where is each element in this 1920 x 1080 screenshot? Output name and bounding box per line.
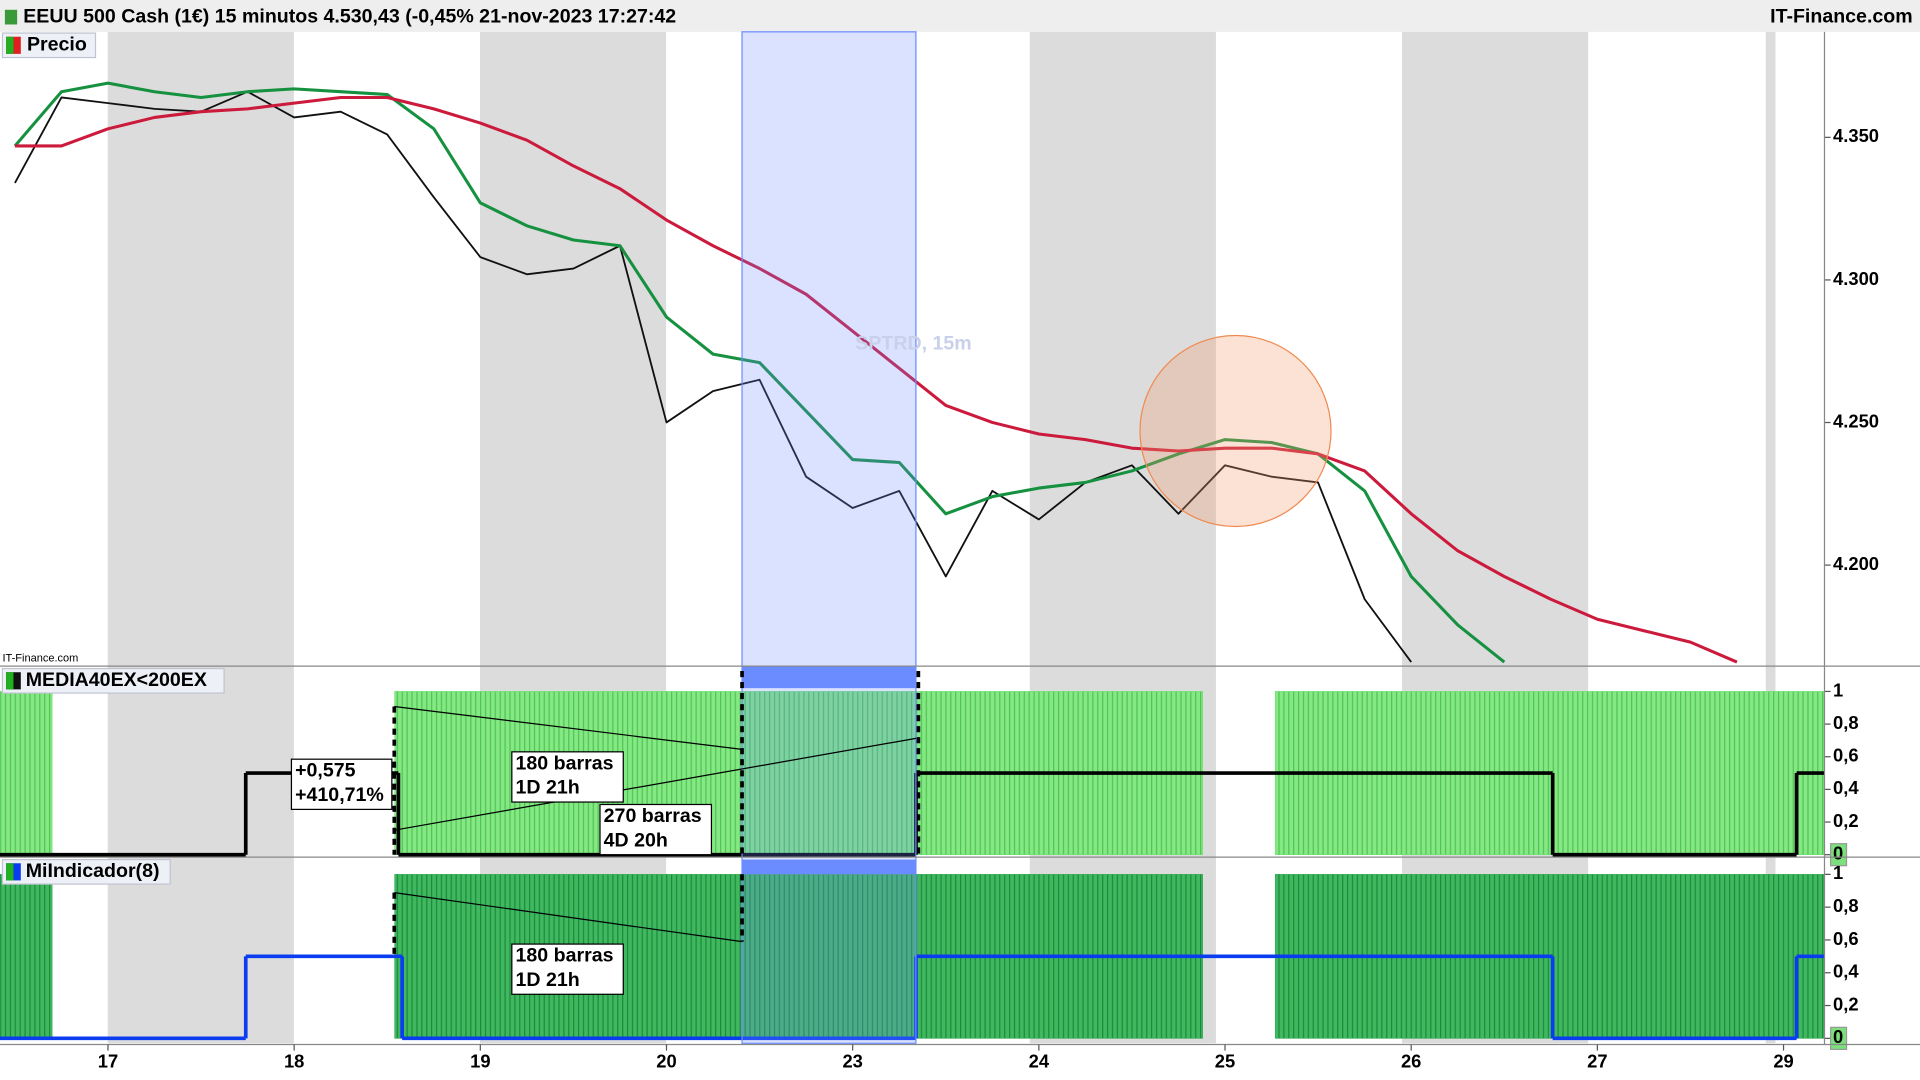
panel-icon [6, 36, 14, 54]
y-tick-label: 0,6 [1833, 745, 1859, 766]
x-tick-label: 24 [1029, 1051, 1050, 1072]
panel-title: Precio [27, 33, 87, 55]
frame [0, 31, 1920, 1046]
annotation-box [290, 758, 393, 810]
panel-label-box [1, 858, 171, 885]
zero-label-box [1830, 843, 1848, 867]
annotation: 180 barras [516, 944, 614, 966]
annotation: 270 barras [604, 805, 702, 827]
zero-label-box [1830, 1026, 1848, 1050]
measure-line [394, 737, 917, 831]
signal-area [0, 691, 53, 856]
y-tick-label: 1 [1833, 862, 1843, 883]
y-tick-label: 4.300 [1833, 268, 1879, 289]
measurements [392, 671, 921, 956]
x-tick-label: 23 [842, 1051, 862, 1072]
panel-title: MEDIA40EX<200EX [26, 669, 207, 691]
y-tick-label: 0,4 [1833, 961, 1859, 982]
panel-icon [6, 672, 14, 690]
annotation: 4D 20h [604, 829, 668, 851]
x-tick-label: 20 [656, 1051, 676, 1072]
header-bar [0, 0, 1920, 32]
y-tick-label: 4.200 [1833, 553, 1879, 574]
highlight-tab [742, 666, 916, 689]
x-tick-label: 27 [1587, 1051, 1607, 1072]
annotation: +0,575 [295, 760, 356, 782]
y-tick-label: 0,2 [1833, 993, 1859, 1014]
price-line [13, 81, 1506, 664]
y-tick-label: 0,8 [1833, 895, 1859, 916]
measure-line [394, 892, 743, 943]
day-band [1765, 31, 1776, 1044]
panel-label-box [1, 667, 225, 694]
panel-icon [6, 863, 14, 881]
header-icon [4, 9, 18, 25]
y-tick-label: 0,4 [1833, 777, 1859, 798]
line-group [13, 81, 1738, 664]
brand: IT-Finance.com [1770, 5, 1913, 27]
y-tick-label: 0,8 [1833, 712, 1859, 733]
annotation: 180 barras [516, 752, 614, 774]
highlight-tab [742, 859, 916, 875]
annotation-box [599, 803, 713, 856]
header-title: EEUU 500 Cash (1€) 15 minutos 4.530,43 (… [23, 5, 676, 27]
annotation: 1D 21h [516, 777, 580, 799]
x-tick-label: 25 [1215, 1051, 1235, 1072]
annotation-box [511, 751, 624, 803]
x-tick-label: 17 [98, 1051, 118, 1072]
panel-title: MiIndicador(8) [26, 860, 160, 882]
highlight-circle [1139, 334, 1332, 528]
highlight-region [741, 31, 917, 1044]
watermark: SPTRD, 15m [855, 332, 971, 354]
x-tick-label: 19 [470, 1051, 490, 1072]
y-tick-label: 0 [1833, 843, 1843, 864]
annotation: +410,71% [295, 784, 384, 806]
y-tick-label: 4.250 [1833, 410, 1879, 431]
annotation: 1D 21h [516, 969, 580, 991]
annotation-box [511, 943, 624, 995]
x-tick-label: 18 [284, 1051, 304, 1072]
source: IT-Finance.com [2, 653, 78, 665]
y-tick-label: 0,2 [1833, 810, 1859, 831]
y-tick-label: 1 [1833, 679, 1843, 700]
y-tick-label: 4.350 [1833, 125, 1879, 146]
y-tick-label: 0 [1833, 1026, 1843, 1047]
price-line [14, 95, 1738, 664]
panel: 4.200 4.250 4.300 4.350 [13, 81, 1879, 664]
measure-line [394, 705, 743, 750]
day-band [107, 31, 294, 1044]
x-tick-label: 29 [1773, 1051, 1793, 1072]
x-tick-label: 26 [1401, 1051, 1421, 1072]
signal-area [0, 874, 53, 1039]
panels: 4.2004.2504.3004.35000,20,40,60,8100,20,… [0, 81, 1879, 1050]
panel: 0 0,2 0,4 0,6 0,8 1 [0, 679, 1859, 867]
y-tick-label: 0,6 [1833, 928, 1859, 949]
